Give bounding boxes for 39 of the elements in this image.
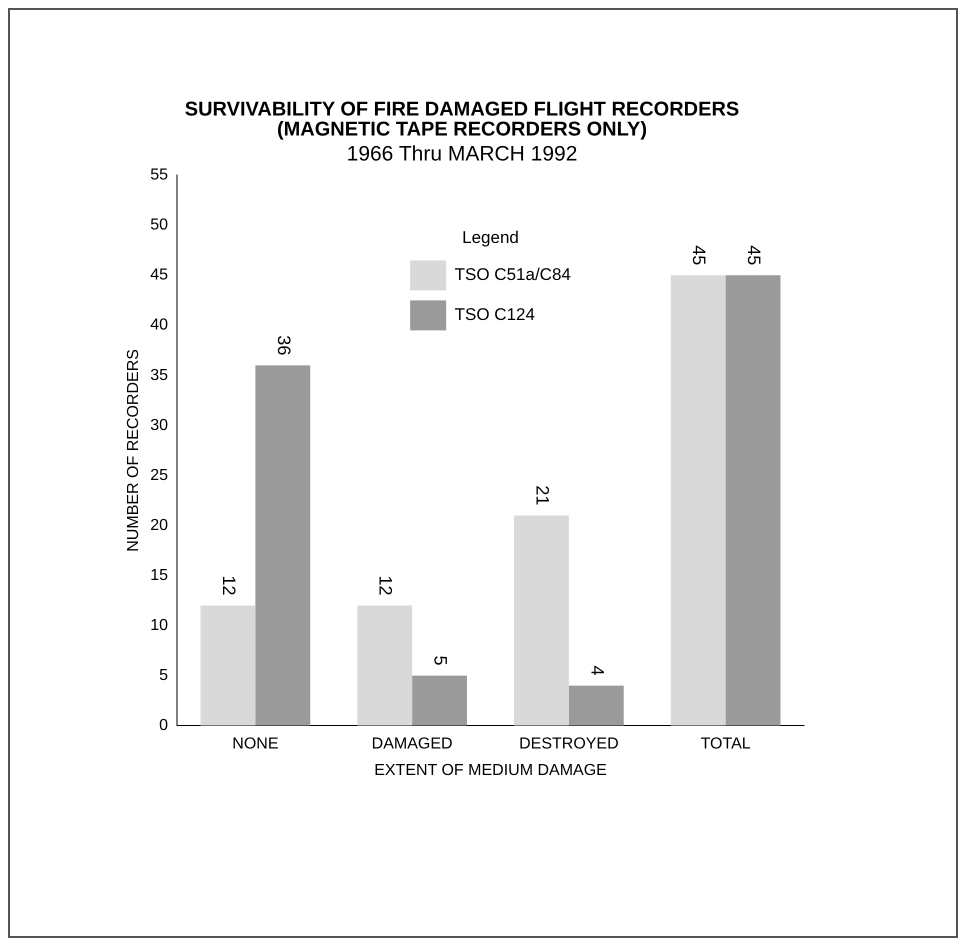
data-label: 45 [744, 245, 764, 266]
bar [357, 606, 412, 726]
y-tick-label: 25 [150, 466, 168, 484]
x-tick-label: DAMAGED [372, 736, 453, 753]
chart-title: SURVIVABILITY OF FIRE DAMAGED FLIGHT RECORDERS (MAGNETIC TAPE RECORDERS ONLY) [184, 98, 740, 141]
y-tick-label: 50 [150, 216, 168, 234]
bar [412, 676, 467, 726]
chart-subtitle: 1966 Thru MARCH 1992 [346, 142, 578, 166]
y-tick-label: 15 [150, 566, 168, 584]
data-label: 12 [218, 575, 239, 596]
legend-title: Legend [462, 228, 519, 248]
bar [200, 606, 256, 726]
data-label: 12 [376, 575, 396, 596]
x-axis-title: EXTENT OF MEDIUM DAMAGE [374, 762, 607, 779]
x-tick-label: NONE [232, 736, 278, 753]
y-tick-label: 0 [159, 717, 168, 734]
y-tick-label: 10 [150, 616, 168, 634]
y-axis-title: NUMBER OF RECORDERS [125, 349, 142, 552]
y-tick-label: 5 [159, 666, 168, 684]
bar [568, 686, 624, 726]
data-label: 45 [689, 245, 710, 266]
y-tick-label: 35 [150, 366, 168, 384]
y-tick-label: 20 [150, 516, 168, 534]
data-label: 4 [587, 666, 608, 676]
data-label: 5 [430, 656, 451, 666]
bar [255, 365, 310, 726]
x-tick-label: TOTAL [700, 736, 751, 753]
bar [514, 515, 569, 726]
data-label: 21 [532, 485, 552, 506]
y-tick-label: 45 [150, 266, 168, 284]
bar [670, 275, 726, 726]
legend-label: TSO C124 [454, 305, 535, 324]
bar [726, 275, 780, 726]
legend-label: TSO C51a/C84 [454, 265, 571, 284]
y-tick-label: 40 [150, 316, 168, 334]
x-tick-label: DESTROYED [519, 736, 619, 753]
y-tick-label: 30 [150, 416, 168, 434]
data-label: 36 [274, 335, 294, 356]
y-tick-label: 55 [150, 166, 168, 184]
